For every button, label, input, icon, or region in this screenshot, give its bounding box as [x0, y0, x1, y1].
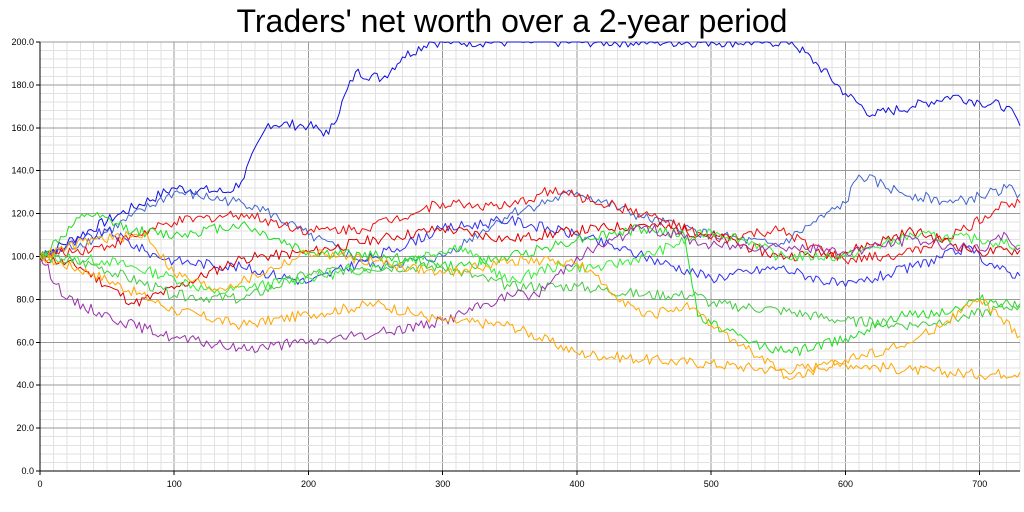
x-tick-label: 200	[301, 479, 316, 489]
y-tick-label: 100.0	[11, 252, 34, 262]
y-tick-label: 20.0	[16, 423, 34, 433]
series-line-5	[39, 221, 1021, 307]
series-line-4	[39, 187, 1021, 265]
y-tick-label: 200.0	[11, 37, 34, 47]
series-line-10	[39, 231, 1021, 380]
chart-title: Traders' net worth over a 2-year period	[236, 3, 788, 39]
y-tick-label: 60.0	[16, 337, 34, 347]
y-tick-label: 120.0	[11, 209, 34, 219]
y-tick-label: 180.0	[11, 80, 34, 90]
x-tick-label: 0	[37, 479, 42, 489]
y-tick-label: 160.0	[11, 123, 34, 133]
series-line-2	[39, 174, 1021, 271]
series-line-9	[39, 224, 1021, 354]
series-line-8	[39, 253, 1021, 331]
x-tick-label: 100	[167, 479, 182, 489]
series-line-1	[39, 41, 1021, 259]
x-tick-label: 500	[704, 479, 719, 489]
y-tick-label: 40.0	[16, 380, 34, 390]
series-line-7	[39, 228, 1021, 295]
grid	[39, 41, 1021, 472]
series-line-3	[39, 215, 1021, 287]
series-line-11	[39, 252, 1021, 380]
y-tick-label: 140.0	[11, 166, 34, 176]
x-tick-label: 300	[435, 479, 450, 489]
x-tick-label: 400	[569, 479, 584, 489]
series-line-6	[39, 211, 1021, 356]
y-tick-label: 0.0	[21, 466, 34, 476]
y-tick-label: 80.0	[16, 294, 34, 304]
x-tick-label: 700	[972, 479, 987, 489]
x-tick-label: 600	[838, 479, 853, 489]
